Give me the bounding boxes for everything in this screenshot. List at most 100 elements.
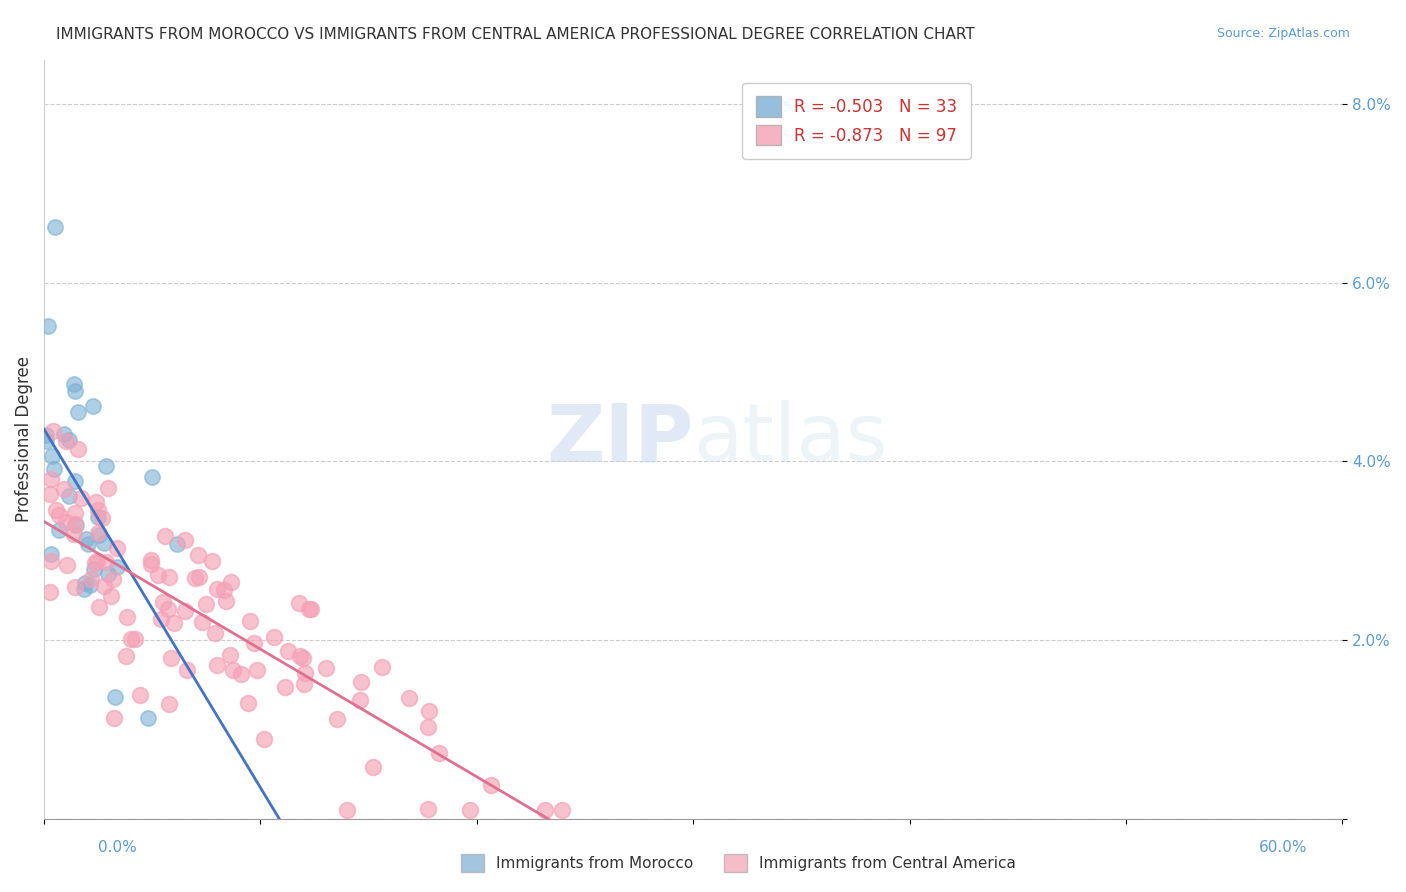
Point	[398, 691, 420, 706]
Point	[91, 511, 114, 525]
Point	[87, 510, 110, 524]
Point	[87, 525, 110, 540]
Point	[205, 658, 228, 673]
Point	[427, 746, 450, 760]
Point	[139, 553, 162, 567]
Point	[263, 630, 285, 644]
Point	[239, 614, 262, 628]
Point	[45, 503, 67, 517]
Point	[37, 319, 59, 334]
Point	[41, 449, 63, 463]
Point	[79, 577, 101, 591]
Point	[294, 677, 316, 691]
Point	[156, 602, 179, 616]
Point	[215, 594, 238, 608]
Point	[65, 518, 87, 533]
Point	[136, 711, 159, 725]
Point	[236, 697, 259, 711]
Point	[291, 651, 314, 665]
Point	[75, 575, 97, 590]
Point	[73, 582, 96, 597]
Point	[55, 515, 77, 529]
Point	[39, 472, 62, 486]
Point	[63, 384, 86, 398]
Point	[120, 632, 142, 646]
Point	[219, 575, 242, 590]
Point	[35, 427, 58, 442]
Point	[174, 604, 197, 618]
Point	[87, 503, 110, 517]
Point	[288, 648, 311, 663]
Point	[204, 625, 226, 640]
Point	[84, 495, 107, 509]
Point	[551, 803, 574, 817]
Point	[105, 559, 128, 574]
Text: ZIP: ZIP	[546, 401, 693, 478]
Point	[75, 533, 97, 547]
Point	[86, 554, 108, 568]
Point	[39, 585, 62, 599]
Point	[66, 405, 89, 419]
Point	[70, 491, 93, 505]
Point	[62, 526, 84, 541]
Point	[83, 562, 105, 576]
Point	[326, 713, 349, 727]
Point	[105, 541, 128, 555]
Point	[84, 556, 107, 570]
Point	[201, 554, 224, 568]
Point	[39, 554, 62, 568]
Point	[39, 547, 62, 561]
Point	[35, 434, 58, 449]
Point	[458, 803, 481, 817]
Point	[299, 602, 322, 616]
Point	[212, 582, 235, 597]
Text: atlas: atlas	[693, 401, 887, 478]
Text: Source: ZipAtlas.com: Source: ZipAtlas.com	[1216, 27, 1350, 40]
Point	[82, 399, 104, 413]
Point	[63, 376, 86, 391]
Point	[187, 548, 209, 562]
Point	[44, 219, 66, 234]
Point	[479, 778, 502, 792]
Point	[65, 506, 87, 520]
Point	[42, 461, 65, 475]
Point	[159, 651, 181, 665]
Point	[157, 570, 180, 584]
Point	[53, 427, 76, 442]
Point	[93, 579, 115, 593]
Point	[41, 424, 63, 438]
Text: IMMIGRANTS FROM MOROCCO VS IMMIGRANTS FROM CENTRAL AMERICA PROFESSIONAL DEGREE C: IMMIGRANTS FROM MOROCCO VS IMMIGRANTS FR…	[56, 27, 974, 42]
Point	[139, 557, 162, 571]
Legend: R = -0.503   N = 33, R = -0.873   N = 97: R = -0.503 N = 33, R = -0.873 N = 97	[742, 83, 970, 159]
Point	[89, 528, 111, 542]
Point	[58, 489, 80, 503]
Point	[174, 533, 197, 547]
Point	[97, 481, 120, 495]
Point	[416, 802, 439, 816]
Point	[218, 648, 240, 662]
Point	[58, 434, 80, 448]
Point	[315, 661, 337, 675]
Point	[52, 482, 75, 496]
Point	[146, 567, 169, 582]
Point	[418, 720, 440, 734]
Point	[534, 803, 557, 817]
Point	[188, 570, 211, 584]
Legend: Immigrants from Morocco, Immigrants from Central America: Immigrants from Morocco, Immigrants from…	[454, 847, 1022, 879]
Point	[274, 681, 297, 695]
Point	[297, 601, 319, 615]
Point	[184, 571, 207, 585]
Point	[229, 667, 252, 681]
Point	[65, 474, 87, 488]
Point	[152, 595, 174, 609]
Point	[243, 636, 266, 650]
Point	[48, 523, 70, 537]
Point	[157, 697, 180, 711]
Point	[195, 597, 218, 611]
Point	[76, 537, 98, 551]
Y-axis label: Professional Degree: Professional Degree	[15, 356, 32, 522]
Point	[94, 556, 117, 570]
Point	[150, 612, 173, 626]
Point	[124, 632, 146, 647]
Point	[103, 711, 125, 725]
